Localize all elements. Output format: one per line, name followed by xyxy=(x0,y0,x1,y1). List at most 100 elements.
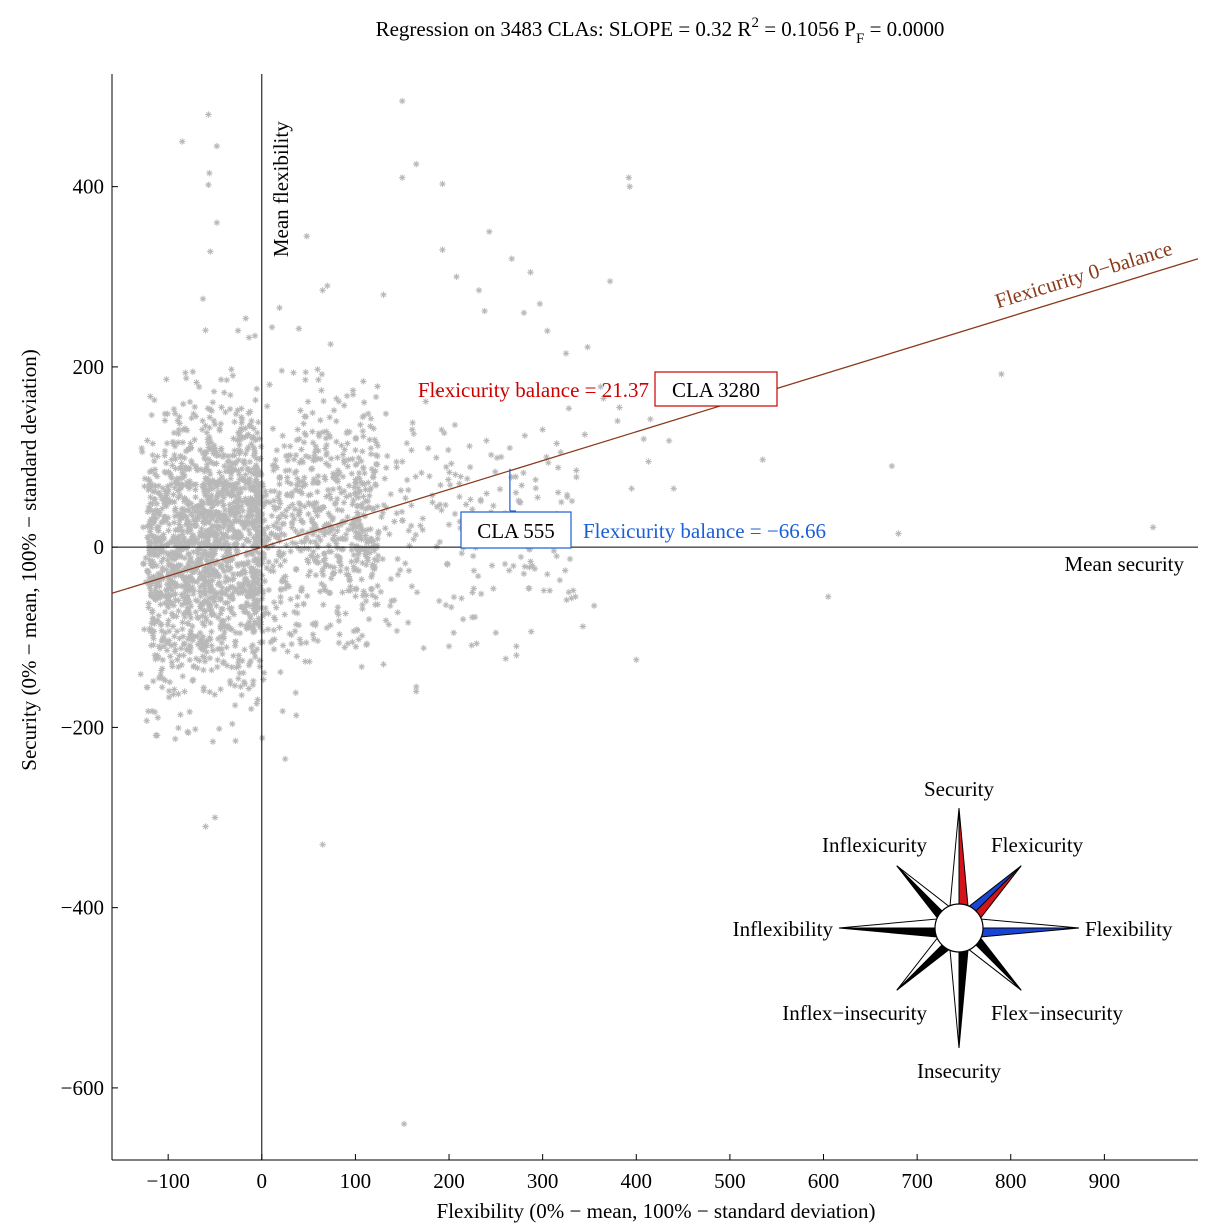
data-point xyxy=(220,451,227,459)
data-point xyxy=(355,529,362,537)
data-point xyxy=(517,499,524,506)
data-point xyxy=(210,388,218,395)
data-point xyxy=(173,569,181,576)
data-point xyxy=(187,644,194,652)
data-point xyxy=(206,414,213,421)
data-point xyxy=(265,610,272,617)
data-point xyxy=(192,655,200,662)
data-point xyxy=(405,567,413,574)
data-point xyxy=(151,470,159,478)
data-point xyxy=(194,550,202,557)
data-point xyxy=(326,526,334,534)
data-point xyxy=(146,539,153,546)
data-point xyxy=(143,684,151,691)
data-point xyxy=(260,669,268,676)
data-point xyxy=(329,516,336,524)
data-point xyxy=(218,489,225,496)
data-point xyxy=(187,630,194,637)
data-point xyxy=(219,650,226,658)
data-point xyxy=(451,421,459,429)
data-point xyxy=(352,446,359,454)
data-point xyxy=(168,456,175,463)
data-point xyxy=(207,531,214,538)
data-point xyxy=(579,623,587,630)
data-point xyxy=(261,532,268,539)
data-point xyxy=(319,429,327,436)
data-point xyxy=(236,629,244,637)
data-point xyxy=(352,643,360,650)
data-point xyxy=(361,480,368,488)
data-point xyxy=(208,439,215,446)
data-point xyxy=(160,642,168,650)
data-point xyxy=(565,405,573,412)
data-point xyxy=(367,544,375,551)
data-point xyxy=(506,567,513,574)
data-point xyxy=(442,601,450,609)
data-point xyxy=(252,488,260,496)
data-point xyxy=(209,513,216,521)
data-point xyxy=(438,506,445,514)
data-point xyxy=(307,538,314,546)
data-point xyxy=(355,494,362,501)
data-point xyxy=(153,562,160,570)
data-point xyxy=(371,547,378,554)
data-point xyxy=(145,569,152,577)
data-point xyxy=(335,611,342,618)
data-point xyxy=(239,657,246,664)
data-point xyxy=(251,332,259,340)
data-point xyxy=(189,512,196,519)
data-point xyxy=(317,536,324,544)
data-point xyxy=(224,622,232,629)
data-point xyxy=(264,626,272,633)
data-point xyxy=(453,273,460,280)
data-point xyxy=(252,653,259,661)
data-point xyxy=(221,624,229,631)
data-point xyxy=(251,605,258,613)
data-point xyxy=(284,648,291,655)
data-point xyxy=(271,636,278,643)
data-point xyxy=(531,565,539,572)
data-point xyxy=(244,561,251,568)
data-point xyxy=(334,535,342,543)
data-point xyxy=(198,499,206,507)
data-point xyxy=(239,507,246,515)
data-point xyxy=(180,538,188,545)
data-point xyxy=(312,446,320,453)
data-point xyxy=(325,521,332,528)
data-point xyxy=(349,525,356,533)
data-point xyxy=(285,504,293,511)
data-point xyxy=(322,561,330,568)
data-point xyxy=(362,505,369,513)
data-point xyxy=(219,492,227,499)
data-point xyxy=(189,368,197,375)
data-point xyxy=(161,417,169,424)
data-point xyxy=(225,615,232,622)
data-point xyxy=(151,396,158,404)
data-point xyxy=(291,608,298,616)
data-point xyxy=(450,629,457,636)
data-point xyxy=(203,429,211,436)
data-point xyxy=(240,678,248,685)
data-point xyxy=(242,450,249,457)
data-point xyxy=(244,609,251,616)
x-tick-label: 200 xyxy=(433,1169,465,1193)
data-point xyxy=(188,633,196,640)
data-point xyxy=(200,581,208,588)
data-point xyxy=(287,480,295,488)
data-point xyxy=(340,488,348,495)
data-point xyxy=(315,376,322,383)
data-point xyxy=(150,635,157,642)
data-point xyxy=(265,558,272,566)
data-point xyxy=(239,589,246,596)
data-point xyxy=(382,525,389,532)
data-point xyxy=(181,589,188,597)
data-point xyxy=(202,516,209,524)
data-point xyxy=(178,460,185,467)
data-point xyxy=(196,569,203,577)
data-point xyxy=(237,485,244,492)
data-point xyxy=(277,562,284,569)
data-point xyxy=(169,462,176,469)
data-point xyxy=(344,526,352,533)
data-point xyxy=(258,604,265,611)
